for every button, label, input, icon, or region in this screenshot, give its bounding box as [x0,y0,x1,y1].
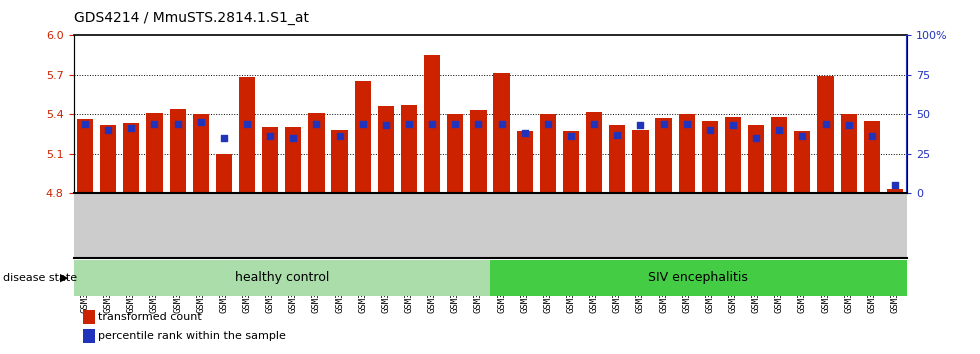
Bar [424,55,440,193]
Bar [702,121,718,193]
Bar [74,260,490,296]
Text: ▶: ▶ [60,273,69,283]
Bar [540,114,556,193]
Point [332,133,348,139]
Point [470,121,486,126]
Bar [216,154,232,193]
Bar [863,121,880,193]
Bar [355,81,370,193]
Point [564,133,579,139]
Bar [748,125,764,193]
Point [586,121,602,126]
Point [864,133,880,139]
Bar [586,112,603,193]
Bar [516,131,533,193]
Bar [377,106,394,193]
Bar [401,105,417,193]
Bar [656,118,671,193]
Bar [610,125,625,193]
Point [448,121,464,126]
Point [100,127,116,133]
Bar [285,127,302,193]
Point [216,135,231,141]
Point [309,121,324,126]
Bar [447,114,464,193]
Point [887,182,903,188]
Point [656,121,671,126]
Bar [725,117,741,193]
Point [702,127,717,133]
Point [610,132,625,137]
Bar [678,114,695,193]
Point [263,133,278,139]
Bar [771,117,787,193]
Bar [563,131,579,193]
Text: disease state: disease state [3,273,77,283]
Text: healthy control: healthy control [234,272,329,284]
Bar [309,113,324,193]
Bar [817,76,834,193]
Bar [123,123,139,193]
Bar [490,260,906,296]
Bar [470,110,486,193]
Point [632,122,648,128]
Point [147,121,163,126]
Point [193,119,209,125]
Point [355,121,370,126]
Point [725,122,741,128]
Point [285,135,301,141]
Point [77,121,93,126]
Bar [841,114,857,193]
Point [494,121,510,126]
Point [123,126,139,131]
Point [679,121,695,126]
Point [540,121,556,126]
Point [795,133,810,139]
Point [771,127,787,133]
Point [841,122,857,128]
Bar [77,119,93,193]
Bar [494,74,510,193]
Text: percentile rank within the sample: percentile rank within the sample [98,331,286,341]
Bar [239,78,255,193]
Text: GDS4214 / MmuSTS.2814.1.S1_at: GDS4214 / MmuSTS.2814.1.S1_at [74,11,309,25]
Point [378,122,394,128]
Bar [632,130,649,193]
Bar [262,127,278,193]
Point [401,121,416,126]
Point [817,121,833,126]
Bar [100,125,117,193]
Bar [887,189,903,193]
Point [424,121,440,126]
Bar [146,113,163,193]
Point [239,121,255,126]
Point [749,135,764,141]
Bar [331,130,348,193]
Point [516,130,532,136]
Bar [193,114,209,193]
Text: SIV encephalitis: SIV encephalitis [649,272,748,284]
Text: transformed count: transformed count [98,312,202,322]
Bar [170,109,186,193]
Point [170,121,185,126]
Bar [794,131,810,193]
